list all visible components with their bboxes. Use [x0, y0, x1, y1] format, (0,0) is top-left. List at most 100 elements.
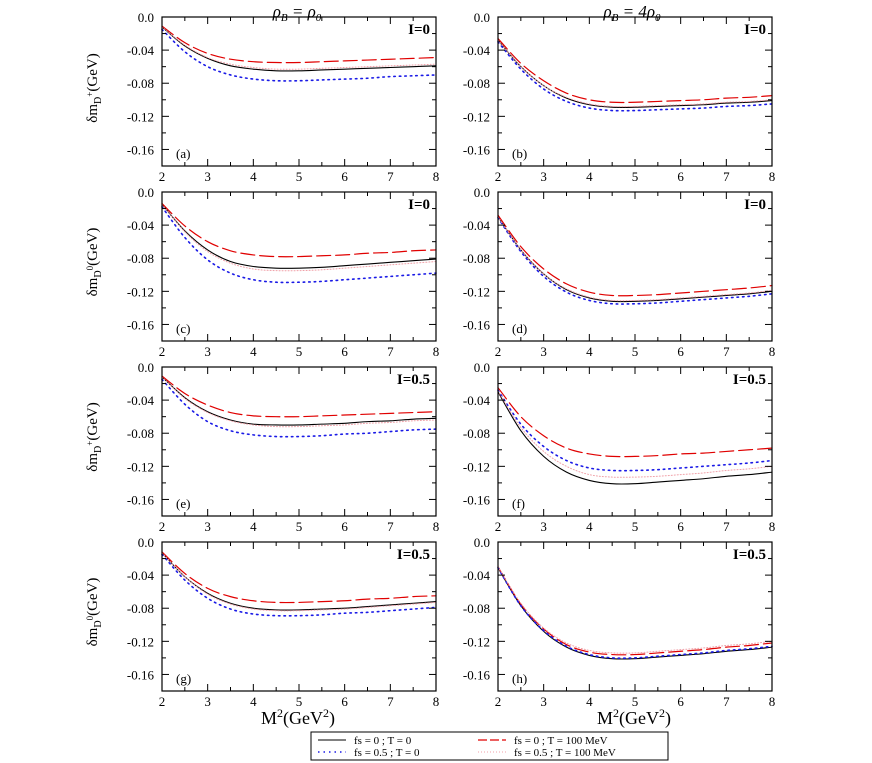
panel-d-x-tick-label: 2 [495, 344, 502, 359]
panel-b-isospin-label: I=0 [744, 22, 766, 38]
panel-f-x-tick-label: 4 [586, 519, 593, 534]
panel-g-x-tick-label: 4 [250, 694, 257, 709]
panel-g-y-tick-label: -0.08 [127, 601, 154, 616]
panel-a-y-tick-label: -0.12 [127, 109, 154, 124]
panel-d-y-tick-label: -0.16 [463, 317, 491, 332]
panel-a-x-tick-label: 7 [387, 169, 394, 184]
panel-b-x-tick-label: 5 [632, 169, 639, 184]
panel-e-isospin-label: I=0.5 [397, 372, 430, 388]
panel-c-x-tick-label: 3 [204, 344, 211, 359]
panel-h-x-tick-label: 7 [723, 694, 730, 709]
panel-f-series-3-line [497, 389, 773, 472]
panel-f-y-tick-label: -0.12 [463, 459, 490, 474]
panel-a-series-3-line [161, 28, 437, 82]
panel-d-x-tick-label: 5 [632, 344, 639, 359]
panel-e-y-tick-label: -0.08 [127, 426, 154, 441]
panel-g-x-tick-label: 5 [296, 694, 303, 709]
panel-f-x-tick-label: 5 [632, 519, 639, 534]
panel-g-series-4-line [161, 552, 437, 612]
panel-a-y-tick-label: -0.16 [127, 142, 155, 157]
panel-d-x-tick-label: 3 [540, 344, 547, 359]
panel-e-tag: (e) [176, 496, 190, 511]
panel-d-series-4-line [497, 216, 773, 302]
panel-b-series-2-line [497, 37, 773, 104]
panel-c-isospin-label: I=0 [408, 197, 430, 213]
panel-f-series-4-line [497, 390, 773, 478]
panel-d-x-tick-label: 8 [769, 344, 776, 359]
panel-e-x-tick-label: 7 [387, 519, 394, 534]
panel-f-x-tick-label: 8 [769, 519, 776, 534]
panel-b-x-tick-label: 4 [586, 169, 593, 184]
svg-text:ρB = 4ρ0: ρB = 4ρ0 [602, 2, 661, 24]
panel-g-x-tick-label: 8 [433, 694, 440, 709]
panel-c-x-tick-label: 7 [387, 344, 394, 359]
panel-f-y-tick-label: -0.08 [463, 426, 490, 441]
panel-c-tag: (c) [176, 321, 190, 336]
panel-b-y-tick-label: 0.0 [474, 10, 490, 25]
panel-h-y-tick-label: -0.04 [463, 568, 491, 583]
panel-d-y-tick-label: -0.12 [463, 284, 490, 299]
panel-c-series-4-line [161, 203, 437, 272]
panel-f-series-1-line [497, 391, 773, 485]
panel-a-x-tick-label: 4 [250, 169, 257, 184]
panel-c-x-tick-label: 2 [159, 344, 166, 359]
panel-h-y-tick-label: 0.0 [474, 535, 490, 550]
panels: 2 3 4 5 6 7 8 0.0 -0.04 -0.08 -0.12 -0.16 I=0 (a) 2 3 4 5… [127, 10, 775, 709]
panel-f-isospin-label: I=0.5 [733, 372, 766, 388]
x-label-right: M2(GeV2) [597, 706, 671, 729]
panel-f-x-tick-label: 2 [495, 519, 502, 534]
panel-h: 2 3 4 5 6 7 8 0.0 -0.04 -0.08 -0.12 -0.16 I=0.5 (h) [463, 535, 775, 709]
svg-text:δmD+(GeV): δmD+(GeV) [85, 53, 104, 122]
panel-e-series-4-line [161, 376, 437, 428]
panel-b-x-tick-label: 2 [495, 169, 502, 184]
y-label-row-3: δmD+(GeV) [85, 402, 104, 471]
panel-h-x-tick-label: 2 [495, 694, 502, 709]
panel-e-x-tick-label: 5 [296, 519, 303, 534]
panel-d-y-tick-label: -0.08 [463, 251, 490, 266]
column-title-right: ρB = 4ρ0 [602, 2, 661, 24]
panel-h-x-tick-label: 4 [586, 694, 593, 709]
panel-b-x-tick-label: 8 [769, 169, 776, 184]
panel-g-x-tick-label: 2 [159, 694, 166, 709]
panel-a-x-tick-label: 8 [433, 169, 440, 184]
panel-e: 2 3 4 5 6 7 8 0.0 -0.04 -0.08 -0.12 -0.16 I=0.5 (e) [127, 360, 439, 534]
panel-f-tag: (f) [512, 496, 525, 511]
panel-c-y-tick-label: -0.12 [127, 284, 154, 299]
panel-b-x-tick-label: 6 [677, 169, 684, 184]
panel-h-series-3-line [497, 566, 773, 660]
svg-text:M2(GeV2): M2(GeV2) [597, 706, 671, 729]
panel-a-series-4-line [161, 26, 437, 70]
y-label-row-1: δmD+(GeV) [85, 53, 104, 122]
panel-c-series-3-line [161, 206, 437, 284]
panel-f-x-tick-label: 3 [540, 519, 547, 534]
panel-c-y-tick-label: 0.0 [138, 185, 154, 200]
panel-g-frame [161, 541, 437, 692]
svg-text:ρB = ρ0: ρB = ρ0 [272, 2, 322, 24]
panel-g: 2 3 4 5 6 7 8 0.0 -0.04 -0.08 -0.12 -0.16 I=0.5 (g) [127, 535, 439, 709]
panel-g-y-tick-label: -0.16 [127, 667, 155, 682]
panel-f: 2 3 4 5 6 7 8 0.0 -0.04 -0.08 -0.12 -0.16 I=0.5 (f) [463, 360, 775, 534]
panel-b-frame [497, 16, 773, 167]
panel-d-frame [497, 191, 773, 342]
panel-g-y-tick-label: 0.0 [138, 535, 154, 550]
panel-b-series-3-line [497, 41, 773, 112]
panel-e-x-tick-label: 3 [204, 519, 211, 534]
panel-f-x-tick-label: 6 [677, 519, 684, 534]
panel-d-isospin-label: I=0 [744, 197, 766, 213]
panel-f-y-tick-label: 0.0 [474, 360, 490, 375]
panel-a-x-tick-label: 5 [296, 169, 303, 184]
panel-e-x-tick-label: 2 [159, 519, 166, 534]
panel-e-series-3-line [161, 378, 437, 438]
panel-g-x-tick-label: 6 [341, 694, 348, 709]
panel-e-y-tick-label: -0.04 [127, 393, 155, 408]
panel-c-series-1-line [161, 203, 437, 269]
panel-d-tag: (d) [512, 321, 527, 336]
panel-c-x-tick-label: 6 [341, 344, 348, 359]
panel-c-y-tick-label: -0.08 [127, 251, 154, 266]
svg-text:M2(GeV2): M2(GeV2) [261, 706, 335, 729]
panel-a-y-tick-label: 0.0 [138, 10, 154, 25]
panel-a-frame [161, 16, 437, 167]
panel-h-series-4-line [497, 566, 773, 654]
